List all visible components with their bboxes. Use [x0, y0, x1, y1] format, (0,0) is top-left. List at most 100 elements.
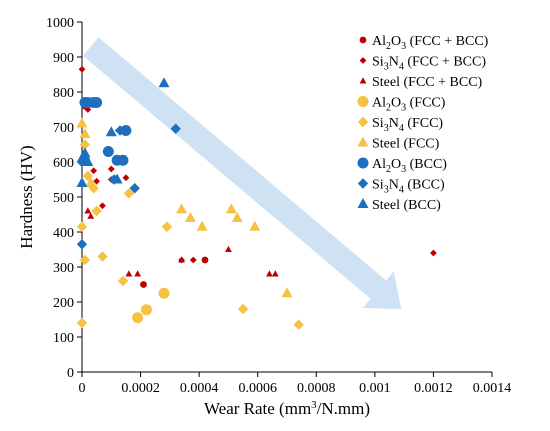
legend-item: Al2O3 (FCC) [357, 96, 446, 114]
data-point [76, 117, 88, 128]
data-point [97, 251, 108, 262]
x-axis-title-prefix: Wear Rate (mm [204, 399, 311, 418]
data-point [125, 270, 133, 277]
legend-label-part: (FCC + BCC) [404, 55, 487, 70]
data-point [117, 275, 129, 287]
data-point [90, 167, 98, 175]
legend-marker [357, 116, 369, 128]
data-point [293, 319, 304, 330]
legend-label-part: Si [372, 116, 384, 131]
legend-label-part: (BCC) [404, 178, 445, 193]
data-point [76, 317, 88, 329]
legend-label: Si3N4 (FCC) [372, 116, 443, 134]
legend-item: Al2O3 (FCC + BCC) [359, 34, 489, 52]
legend-label-part: Steel (BCC) [372, 198, 441, 213]
legend-item: Si3N4 (FCC) [357, 116, 443, 134]
data-point [134, 270, 142, 277]
data-point [114, 125, 126, 136]
legend-marker [359, 36, 367, 44]
data-point [178, 256, 185, 263]
legend-label-part: N [389, 178, 399, 193]
y-tick-label: 900 [53, 51, 74, 66]
data-point [88, 183, 99, 194]
legend-label-part: O [391, 96, 401, 111]
data-point [189, 256, 197, 264]
legend-marker [359, 77, 367, 84]
data-point [79, 147, 91, 158]
legend-label-part: Steel (FCC + BCC) [372, 75, 483, 90]
data-point [271, 270, 279, 277]
data-point [225, 203, 237, 214]
legend-marker [357, 136, 369, 147]
y-tick-label: 100 [53, 331, 74, 346]
data-point [140, 281, 147, 288]
legend-item: Si3N4 (FCC + BCC) [359, 55, 486, 73]
legend-label-part: (FCC) [406, 96, 446, 111]
data-point [82, 156, 94, 166]
data-point [84, 207, 92, 214]
legend-label: Al2O3 (FCC + BCC) [372, 34, 489, 52]
data-point [85, 177, 97, 187]
data-point [132, 312, 143, 323]
legend-label-part: 2 [386, 103, 391, 114]
data-point [76, 221, 88, 232]
legend-label-part: Si [372, 55, 384, 70]
legend-label-part: 3 [401, 41, 406, 52]
data-point [76, 152, 88, 163]
data-point [78, 65, 86, 73]
legend-label-part: 2 [386, 164, 391, 175]
legend-label-part: 3 [384, 62, 389, 73]
series-group [76, 77, 170, 187]
legend-label: Si3N4 (FCC + BCC) [372, 55, 486, 73]
legend-label-part: N [389, 55, 399, 70]
legend-label-part: 4 [399, 62, 404, 73]
legend-label-part: O [391, 157, 401, 172]
x-axis-title-suffix: /N.mm) [317, 399, 370, 418]
x-tick-label: 0.0008 [297, 381, 336, 396]
data-point [76, 177, 88, 187]
series-group [78, 65, 437, 264]
y-tick-label: 500 [53, 191, 74, 206]
legend-label-part: O [391, 34, 401, 49]
legend-marker [357, 198, 369, 208]
y-tick-label: 800 [53, 86, 74, 101]
data-point [140, 304, 152, 316]
data-point [129, 183, 140, 194]
data-point [82, 170, 94, 182]
legend-label-part: Al [372, 157, 386, 172]
data-point [99, 202, 106, 210]
data-point [79, 139, 91, 150]
legend-marker [359, 57, 367, 64]
series-group [76, 139, 304, 330]
legend-label: Al2O3 (BCC) [372, 157, 447, 175]
y-tick-label: 400 [53, 226, 74, 241]
data-point [231, 212, 243, 222]
legend-item: Steel (FCC) [357, 136, 440, 152]
legend-label-part: Al [372, 34, 386, 49]
series-group [84, 207, 279, 277]
data-point [196, 220, 208, 231]
y-tick-label: 600 [53, 156, 74, 171]
data-point [105, 126, 117, 137]
data-point [117, 154, 129, 166]
legend-label-part: 3 [401, 103, 406, 114]
data-point [76, 239, 88, 250]
data-point [176, 203, 188, 214]
legend-label-part: 3 [384, 123, 389, 134]
data-point [237, 303, 249, 315]
data-point [266, 270, 273, 277]
x-tick-label: 0.001 [359, 381, 391, 396]
x-axis-title-sup: 3 [311, 399, 317, 411]
x-tick-label: 0.0006 [238, 381, 277, 396]
y-axis-title: Hardness (HV) [17, 145, 36, 248]
data-point [430, 249, 437, 257]
data-point [79, 128, 91, 138]
y-tick-label: 0 [67, 366, 74, 381]
legend-label: Steel (FCC + BCC) [372, 75, 483, 90]
legend-label: Si3N4 (BCC) [372, 178, 445, 196]
legend-label-part: (BCC) [406, 157, 447, 172]
data-point [122, 174, 130, 182]
legend-label-part: 3 [384, 185, 389, 196]
